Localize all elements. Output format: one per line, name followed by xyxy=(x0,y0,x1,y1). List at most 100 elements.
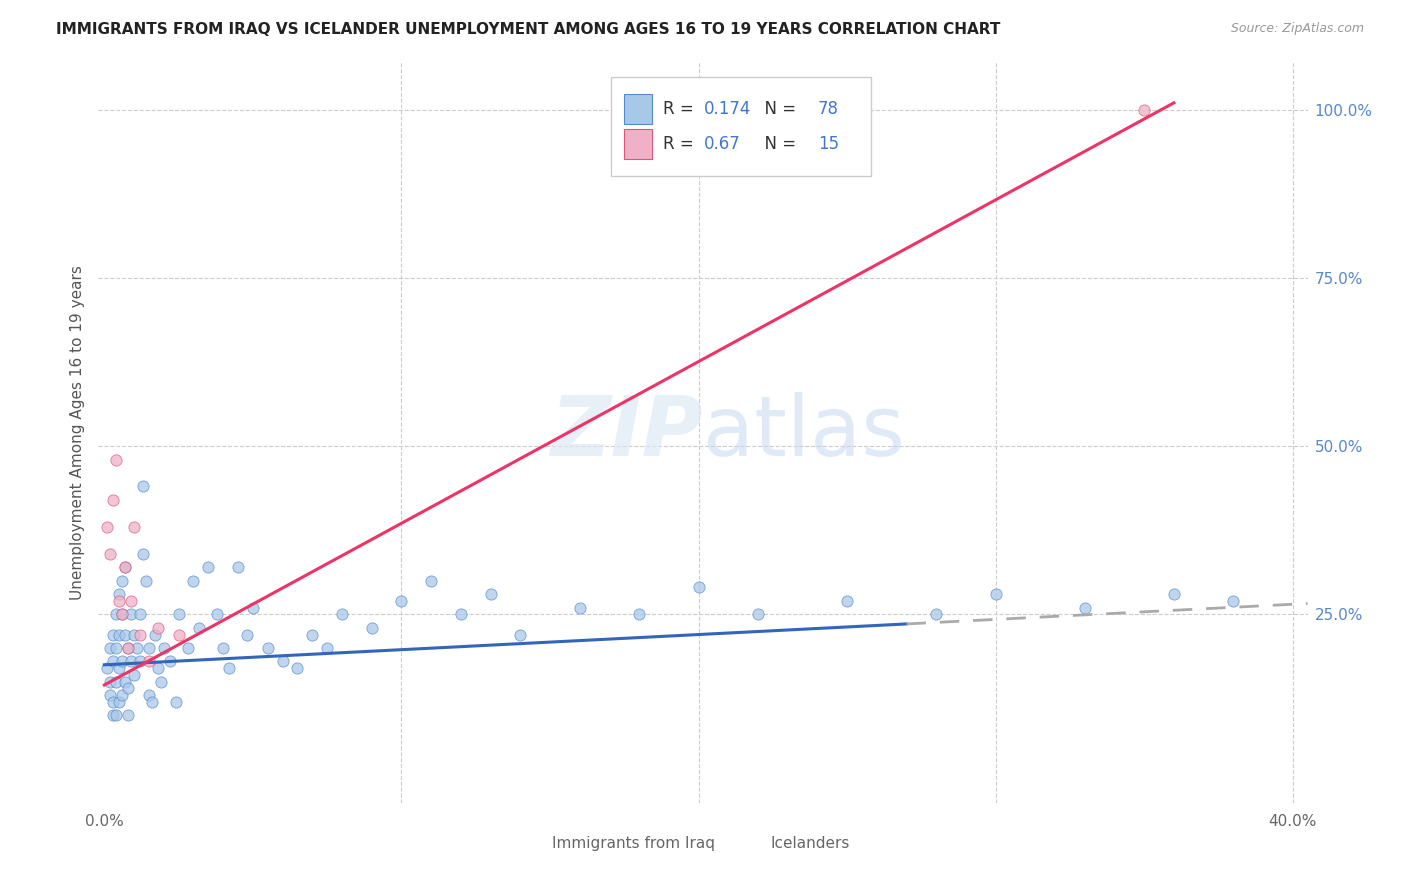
Point xyxy=(183,574,205,588)
Point xyxy=(111,688,134,702)
Point xyxy=(197,560,219,574)
Point xyxy=(925,607,948,622)
Point xyxy=(108,661,131,675)
Text: 78: 78 xyxy=(818,100,839,118)
Point xyxy=(747,607,769,622)
Point xyxy=(236,627,259,641)
Point xyxy=(1222,594,1244,608)
Point xyxy=(143,627,166,641)
Point xyxy=(122,668,145,682)
Point xyxy=(330,607,353,622)
Point xyxy=(167,607,190,622)
FancyBboxPatch shape xyxy=(624,129,652,159)
Point xyxy=(117,640,139,655)
Point xyxy=(146,661,169,675)
Point xyxy=(111,655,134,669)
Point xyxy=(105,607,128,622)
Point xyxy=(316,640,339,655)
Point xyxy=(360,621,382,635)
Point xyxy=(98,547,121,561)
Point xyxy=(105,452,128,467)
Point xyxy=(149,674,172,689)
Point xyxy=(132,547,155,561)
Text: R =: R = xyxy=(664,135,699,153)
Point xyxy=(114,560,136,574)
Point xyxy=(114,674,136,689)
Point xyxy=(105,640,128,655)
Point xyxy=(479,587,502,601)
Point xyxy=(141,695,163,709)
Point xyxy=(138,640,160,655)
Point xyxy=(98,640,121,655)
Point xyxy=(1074,600,1097,615)
Point xyxy=(114,627,136,641)
Point xyxy=(835,594,858,608)
Point xyxy=(138,655,160,669)
Text: IMMIGRANTS FROM IRAQ VS ICELANDER UNEMPLOYMENT AMONG AGES 16 TO 19 YEARS CORRELA: IMMIGRANTS FROM IRAQ VS ICELANDER UNEMPL… xyxy=(56,22,1001,37)
Point xyxy=(122,627,145,641)
Point xyxy=(105,674,128,689)
Point xyxy=(176,640,198,655)
Point xyxy=(146,621,169,635)
Point xyxy=(138,688,160,702)
Text: 0.174: 0.174 xyxy=(704,100,752,118)
Point xyxy=(114,560,136,574)
Text: N =: N = xyxy=(754,100,801,118)
FancyBboxPatch shape xyxy=(612,78,872,176)
Text: R =: R = xyxy=(664,100,699,118)
Point xyxy=(212,640,235,655)
Point xyxy=(105,708,128,723)
Point xyxy=(103,655,125,669)
Point xyxy=(159,655,181,669)
FancyBboxPatch shape xyxy=(624,95,652,124)
Point xyxy=(242,600,264,615)
Point xyxy=(120,655,142,669)
Point xyxy=(108,594,131,608)
Point xyxy=(167,627,190,641)
Point xyxy=(117,681,139,696)
Point xyxy=(207,607,229,622)
Point xyxy=(98,688,121,702)
Point xyxy=(188,621,211,635)
Point xyxy=(1163,587,1185,601)
Text: N =: N = xyxy=(754,135,801,153)
Point xyxy=(108,695,131,709)
Point xyxy=(391,594,413,608)
Point xyxy=(117,640,139,655)
FancyBboxPatch shape xyxy=(516,833,546,857)
Text: Source: ZipAtlas.com: Source: ZipAtlas.com xyxy=(1230,22,1364,36)
Point xyxy=(568,600,591,615)
Point xyxy=(111,607,134,622)
Point xyxy=(135,574,157,588)
Point xyxy=(125,640,148,655)
Point xyxy=(129,627,152,641)
Text: ZIP: ZIP xyxy=(550,392,703,473)
Point xyxy=(509,627,531,641)
Point xyxy=(117,708,139,723)
Point xyxy=(271,655,294,669)
Point xyxy=(111,574,134,588)
Point xyxy=(96,520,118,534)
Point xyxy=(120,607,142,622)
Point xyxy=(287,661,309,675)
Point xyxy=(103,695,125,709)
Text: atlas: atlas xyxy=(703,392,904,473)
Point xyxy=(103,492,125,507)
Point xyxy=(420,574,443,588)
Point xyxy=(1133,103,1156,117)
Point xyxy=(108,627,131,641)
Point xyxy=(301,627,323,641)
Point xyxy=(122,520,145,534)
Point xyxy=(226,560,249,574)
Point xyxy=(218,661,240,675)
FancyBboxPatch shape xyxy=(734,833,763,857)
Text: Immigrants from Iraq: Immigrants from Iraq xyxy=(551,836,714,851)
Point xyxy=(450,607,472,622)
Point xyxy=(132,479,155,493)
Point xyxy=(165,695,187,709)
Point xyxy=(129,655,152,669)
Point xyxy=(120,594,142,608)
Point xyxy=(103,708,125,723)
Text: Icelanders: Icelanders xyxy=(770,836,851,851)
Point xyxy=(129,607,152,622)
